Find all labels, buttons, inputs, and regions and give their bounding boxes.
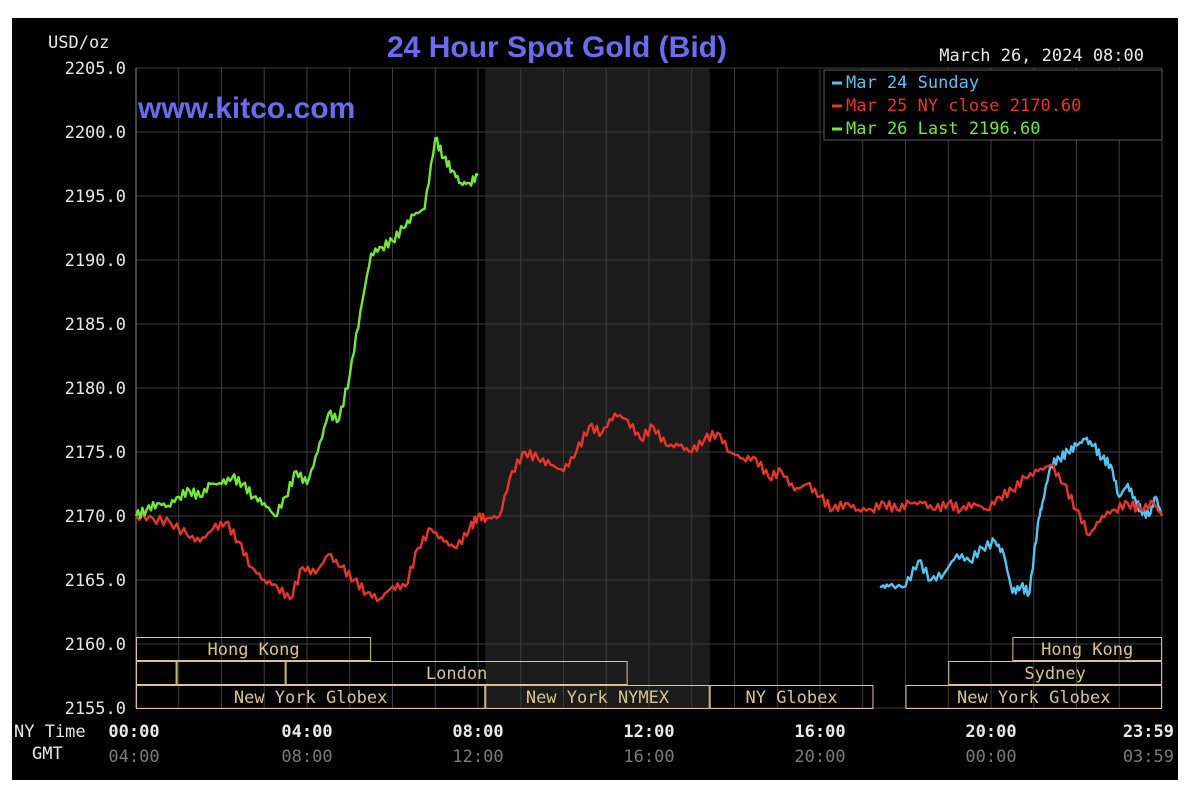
- y-tick-label: 2195.0: [65, 187, 126, 207]
- session-label: New York Globex: [234, 688, 388, 708]
- legend-entry: Mar 26 Last 2196.60: [846, 119, 1040, 139]
- session-label: Hong Kong: [1041, 640, 1133, 660]
- x-axis: 00:00 04:00 04:00 08:00 08:00 12:00 12:00 16:00…: [108, 722, 1174, 767]
- x-tick-label-ny: 23:59: [1123, 722, 1174, 742]
- x-tick-label-gmt: 03:59: [1123, 747, 1174, 767]
- session-box: [905, 685, 1162, 709]
- y-axis: 2205.0 2200.0 2195.0 2190.0 2185.0 2180.0 2175…: [65, 59, 126, 719]
- y-tick-label: 2155.0: [65, 699, 126, 719]
- chart-frame: Hong Kong Hong Kong London Sydney New York G…: [12, 18, 1178, 780]
- session-box: [285, 661, 628, 685]
- watermark: www.kitco.com: [137, 92, 355, 125]
- x-tick-label-gmt: 08:00: [281, 747, 332, 767]
- y-tick-label: 2200.0: [65, 123, 126, 143]
- session-box: [485, 685, 710, 709]
- timestamp: March 26, 2024 08:00: [939, 46, 1144, 66]
- series-line: [134, 136, 479, 520]
- market-sessions: Hong Kong Hong Kong London Sydney New York G…: [136, 637, 1162, 709]
- y-tick-label: 2190.0: [65, 251, 126, 271]
- session-label: New York NYMEX: [526, 688, 670, 708]
- x-tick-label-ny: 16:00: [794, 722, 845, 742]
- session-label: NY Globex: [746, 688, 838, 708]
- session-label: Sydney: [1024, 664, 1085, 684]
- x-tick-label-gmt: 04:00: [108, 747, 159, 767]
- legend-entry: Mar 24 Sunday: [846, 73, 979, 93]
- unit-label: USD/oz: [48, 33, 109, 53]
- series-line: [879, 436, 1164, 597]
- chart-title: 24 Hour Spot Gold (Bid): [387, 31, 727, 64]
- legend-entry: Mar 25 NY close 2170.60: [846, 96, 1081, 116]
- session-box: [136, 685, 486, 709]
- x-tick-label-gmt: 00:00: [965, 747, 1016, 767]
- series-line: [135, 412, 1164, 603]
- session-box: [709, 685, 874, 709]
- legend-box: [823, 69, 1163, 141]
- session-box: [136, 661, 177, 685]
- x-tick-label-ny: 20:00: [965, 722, 1016, 742]
- y-tick-label: 2165.0: [65, 571, 126, 591]
- session-box: [948, 661, 1162, 685]
- x-row-label: NY Time: [14, 722, 86, 742]
- x-tick-label-ny: 00:00: [108, 722, 159, 742]
- x-tick-label-ny: 12:00: [623, 722, 674, 742]
- session-label: New York Globex: [957, 688, 1111, 708]
- session-box: [136, 637, 372, 661]
- x-tick-label-ny: 04:00: [281, 722, 332, 742]
- legend: Mar 24 Sunday Mar 25 NY close 2170.60 Mar …: [832, 73, 1081, 139]
- x-tick-label-gmt: 12:00: [452, 747, 503, 767]
- session-label: London: [426, 664, 487, 684]
- session-box: [176, 661, 286, 685]
- x-tick-label-gmt: 16:00: [623, 747, 674, 767]
- session-box: [1012, 637, 1162, 661]
- y-tick-label: 2185.0: [65, 315, 126, 335]
- price-series: [134, 136, 1164, 603]
- y-tick-label: 2175.0: [65, 443, 126, 463]
- gold-price-chart: Hong Kong Hong Kong London Sydney New York G…: [12, 18, 1178, 780]
- y-tick-label: 2180.0: [65, 379, 126, 399]
- gmt-row-label: GMT: [32, 744, 63, 764]
- y-tick-label: 2170.0: [65, 507, 126, 527]
- x-tick-label-gmt: 20:00: [794, 747, 845, 767]
- y-tick-label: 2205.0: [65, 59, 126, 79]
- x-tick-label-ny: 08:00: [452, 722, 503, 742]
- session-label: Hong Kong: [208, 640, 300, 660]
- y-tick-label: 2160.0: [65, 635, 126, 655]
